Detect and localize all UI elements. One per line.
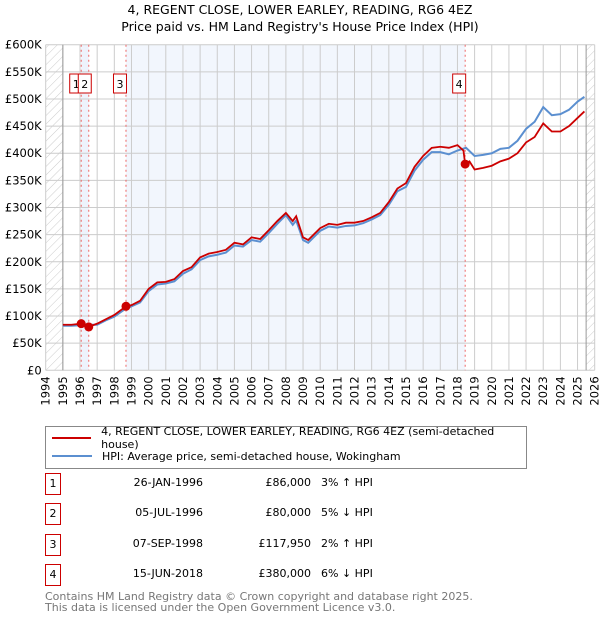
x-tick-label: 2004 — [210, 376, 224, 405]
x-tick-label: 2006 — [245, 376, 259, 405]
transaction-number-badge: 2 — [45, 503, 61, 525]
chart-subtitle: Price paid vs. HM Land Registry's House … — [121, 19, 479, 34]
x-tick-label: 2025 — [571, 376, 585, 405]
y-tick-label: £0 — [27, 363, 42, 377]
x-tick-label: 2017 — [433, 376, 447, 405]
sale-label: 2 — [81, 78, 88, 91]
x-tick-label: 2010 — [313, 376, 327, 405]
property-price-line — [62, 110, 586, 328]
legend: 4, REGENT CLOSE, LOWER EARLEY, READING, … — [45, 425, 527, 469]
y-tick-label: £600K — [5, 38, 42, 52]
x-tick-label: 2002 — [176, 376, 190, 405]
price-chart: £0 £50K £100K £150K £200K £250K £300K £350K £400… — [5, 38, 600, 406]
y-tick-label: £500K — [5, 92, 42, 106]
transaction-row: 4 15-JUN-2018 £380,000 6% ↓ HPI — [45, 564, 445, 586]
x-tick-label: 1994 — [39, 376, 53, 405]
x-tick-label: 2014 — [382, 376, 396, 405]
x-tick-label: 2019 — [468, 376, 482, 405]
x-tick-label: 1999 — [124, 376, 138, 405]
legend-label: HPI: Average price, semi-detached house,… — [102, 449, 401, 463]
x-tick-label: 2009 — [296, 376, 310, 405]
sale-point — [76, 319, 86, 329]
x-tick-label: 2021 — [502, 376, 516, 405]
sale-label: 3 — [116, 78, 123, 91]
x-tick-label: 2024 — [553, 376, 567, 405]
y-tick-label: £50K — [12, 336, 42, 350]
transaction-date: 15-JUN-2018 — [132, 567, 203, 580]
y-tick-label: £550K — [5, 65, 42, 79]
sale-label-box — [452, 73, 467, 94]
x-tick-label: 2003 — [193, 376, 207, 405]
transaction-price: £380,000 — [258, 567, 312, 580]
chart-title: 4, REGENT CLOSE, LOWER EARLEY, READING, … — [127, 2, 473, 17]
x-tick-label: 2018 — [450, 376, 464, 405]
y-tick-label: £300K — [5, 201, 42, 215]
y-tick-label: £150K — [5, 282, 42, 296]
transaction-row: 1 26-JAN-1996 £86,000 3% ↑ HPI — [45, 473, 445, 495]
transaction-row: 2 05-JUL-1996 £80,000 5% ↓ HPI — [45, 503, 445, 525]
x-tick-label: 2007 — [262, 376, 276, 405]
y-tick-label: £100K — [5, 309, 42, 323]
transaction-hpi-diff: 5% ↓ HPI — [321, 506, 373, 519]
y-tick-label: £450K — [5, 119, 42, 133]
x-tick-label: 1998 — [107, 376, 121, 405]
x-tick-label: 2013 — [365, 376, 379, 405]
footer-licence: This data is licensed under the Open Gov… — [45, 601, 396, 614]
transaction-hpi-diff: 3% ↑ HPI — [321, 476, 373, 489]
sale-label-box — [77, 73, 92, 94]
footer-copyright: Contains HM Land Registry data © Crown c… — [45, 590, 473, 603]
sale-point — [84, 322, 94, 332]
x-tick-label: 1996 — [73, 376, 87, 405]
y-tick-label: £200K — [5, 255, 42, 269]
legend-item-property: 4, REGENT CLOSE, LOWER EARLEY, READING, … — [52, 425, 526, 451]
x-tick-label: 1997 — [90, 376, 104, 405]
x-tick-label: 2026 — [588, 376, 600, 405]
x-tick-label: 2023 — [536, 376, 550, 405]
y-tick-label: £350K — [5, 173, 42, 187]
x-tick-label: 2020 — [485, 376, 499, 405]
transaction-date: 07-SEP-1998 — [132, 537, 203, 550]
legend-label: 4, REGENT CLOSE, LOWER EARLEY, READING, … — [101, 425, 495, 451]
x-tick-label: 1995 — [56, 376, 70, 405]
sale-label: 1 — [73, 78, 80, 91]
x-tick-label: 2001 — [159, 376, 173, 405]
x-tick-label: 2008 — [279, 376, 293, 405]
transaction-number-badge: 4 — [45, 564, 61, 586]
x-tick-label: 2022 — [519, 376, 533, 405]
y-tick-label: £250K — [5, 228, 42, 242]
x-tick-label: 2000 — [142, 376, 156, 405]
x-tick-label: 2005 — [227, 376, 241, 405]
red-line-swatch — [52, 437, 92, 439]
transaction-date: 26-JAN-1996 — [133, 476, 203, 489]
legend-item-hpi: HPI: Average price, semi-detached house,… — [52, 448, 401, 464]
transaction-price: £86,000 — [265, 476, 312, 489]
x-tick-label: 2012 — [348, 376, 362, 405]
sale-point — [121, 301, 131, 311]
transaction-row: 3 07-SEP-1998 £117,950 2% ↑ HPI — [45, 534, 445, 556]
y-tick-label: £400K — [5, 146, 42, 160]
transaction-price: £117,950 — [258, 537, 312, 550]
transaction-hpi-diff: 6% ↓ HPI — [321, 567, 373, 580]
blue-line-swatch — [52, 455, 92, 457]
sale-label: 4 — [456, 78, 463, 91]
x-tick-label: 2015 — [399, 376, 413, 405]
x-tick-label: 2016 — [416, 376, 430, 405]
sale-point — [460, 159, 470, 169]
transaction-hpi-diff: 2% ↑ HPI — [321, 537, 373, 550]
hpi-line — [62, 95, 585, 327]
transaction-price: £80,000 — [265, 506, 312, 519]
x-tick-label: 2011 — [330, 376, 344, 405]
transaction-number-badge: 3 — [45, 534, 61, 556]
sale-label-box — [112, 73, 127, 94]
transaction-date: 05-JUL-1996 — [135, 506, 203, 519]
transaction-number-badge: 1 — [45, 473, 61, 495]
